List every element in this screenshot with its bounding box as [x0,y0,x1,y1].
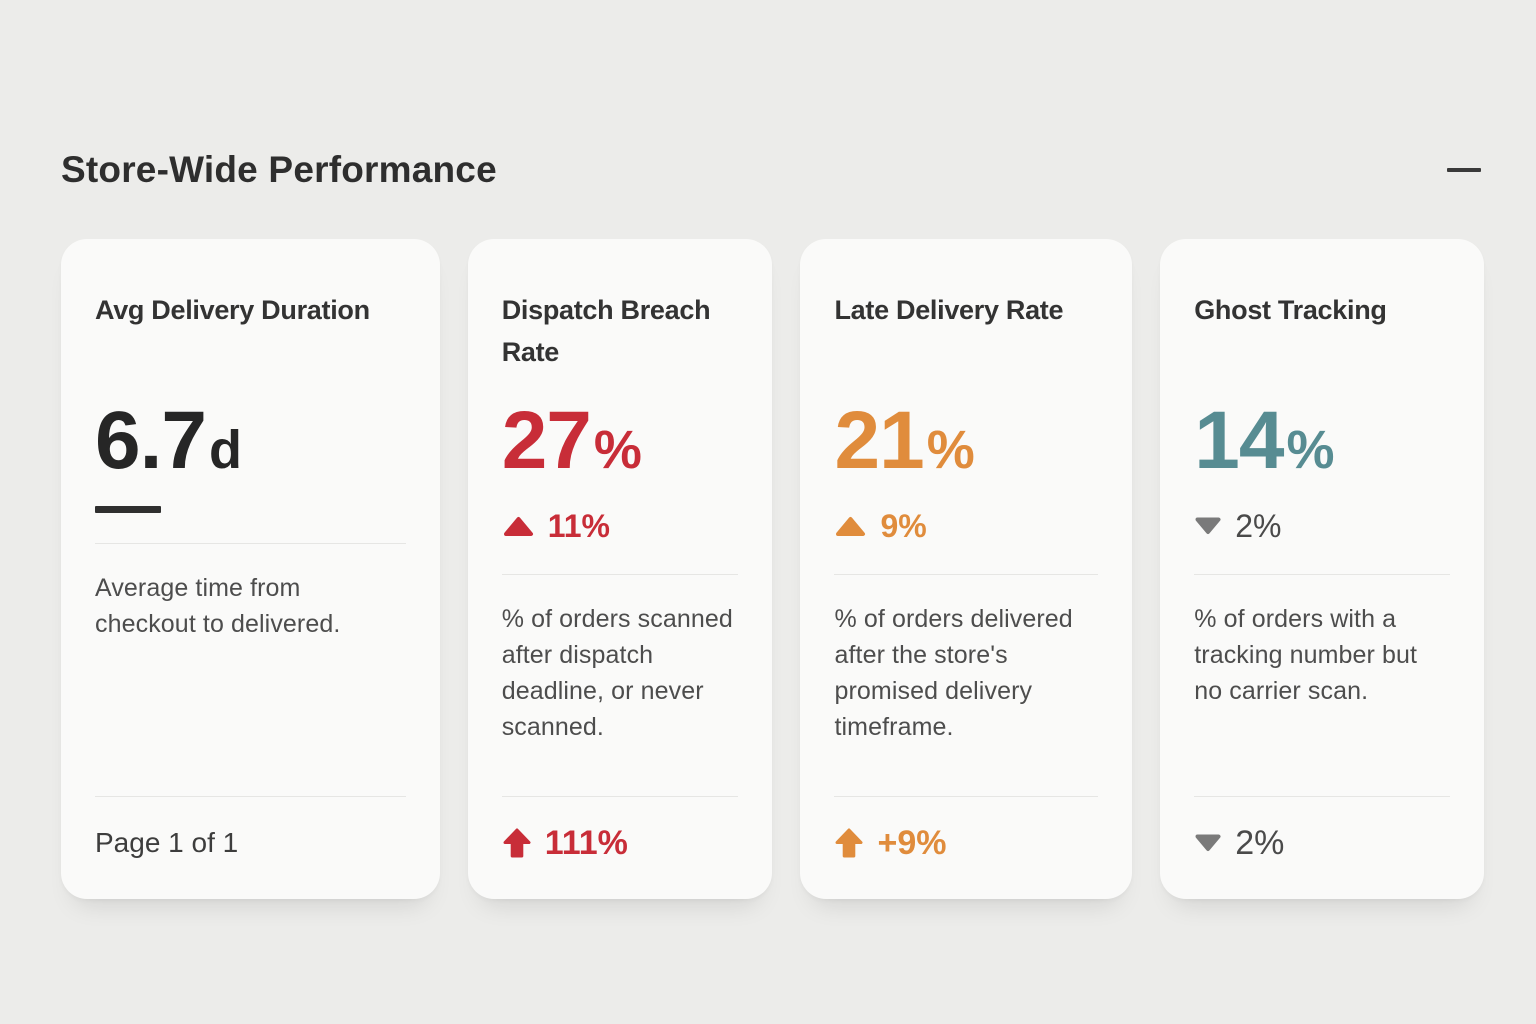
triangle-up-icon [836,516,866,536]
metric-value: 14 [1194,395,1284,486]
section-header: Store-Wide Performance [61,146,1484,194]
metric-value-row: 27 % [502,399,739,492]
trend-label: 111% [544,823,628,862]
metric-description: % of orders delivered after the store's … [834,605,1073,741]
card-title: Ghost Tracking [1194,295,1387,325]
kpi-card-late-delivery-rate: Late Delivery Rate 21 % 9% % of orders d… [800,239,1133,899]
metric-unit: % [593,420,642,480]
card-footer: +9% [834,823,1098,863]
card-title: Late Delivery Rate [834,295,1064,325]
kpi-card-ghost-tracking: Ghost Tracking 14 % 2% % of orders with … [1160,239,1484,899]
metric-description: Average time from checkout to delivered. [95,574,341,638]
metric-unit: % [926,420,975,480]
collapse-section-button[interactable] [1444,158,1484,182]
delta-label: 2% [1235,507,1282,544]
minus-icon [1447,168,1481,172]
kpi-card-dispatch-breach-rate: Dispatch Breach Rate 27 % 11% % of order… [467,239,773,899]
kpi-cards-row: Avg Delivery Duration 6.7 d Average time… [61,239,1484,899]
card-title: Avg Delivery Duration [95,295,370,325]
delta-row: 2% [1194,508,1450,544]
divider [501,574,739,575]
metric-value-row: 21 % [834,399,1098,492]
card-footer: Page 1 of 1 [95,823,406,863]
metric-value-row: 6.7 d [95,399,406,492]
delta-row: 9% [834,508,1098,544]
divider [1194,574,1450,575]
delta-label: 11% [547,507,610,544]
divider [834,796,1099,797]
trend-label: 2% [1235,823,1285,862]
metric-value-row: 14 % [1194,399,1450,492]
divider [501,796,739,797]
card-title: Dispatch Breach Rate [501,295,711,367]
delta-row: 11% [502,508,739,544]
section-title: Store-Wide Performance [61,149,497,190]
arrow-up-icon [835,828,863,858]
metric-unit: d [209,420,242,480]
divider [95,543,406,544]
no-change-dash-icon [95,506,161,513]
arrow-up-icon [503,828,531,858]
page-indicator: Page 1 of 1 [95,827,239,858]
store-wide-performance-section: Store-Wide Performance Avg Delivery Dura… [61,0,1484,899]
triangle-up-icon [503,516,533,536]
triangle-down-icon [1195,517,1221,534]
metric-description: % of orders with a tracking number but n… [1194,605,1418,705]
delta-label: 9% [880,507,927,544]
divider [95,796,406,797]
divider [834,574,1099,575]
kpi-card-avg-delivery-duration: Avg Delivery Duration 6.7 d Average time… [61,239,440,899]
metric-value: 6.7 [95,395,207,486]
metric-value: 27 [501,395,592,486]
metric-description: % of orders scanned after dispatch deadl… [501,605,733,741]
divider [1194,796,1450,797]
metric-value: 21 [834,395,924,486]
metric-unit: % [1286,420,1335,480]
triangle-down-icon [1195,834,1221,851]
trend-label: +9% [877,823,947,862]
card-footer: 111% [502,823,739,863]
card-footer: 2% [1194,823,1450,863]
